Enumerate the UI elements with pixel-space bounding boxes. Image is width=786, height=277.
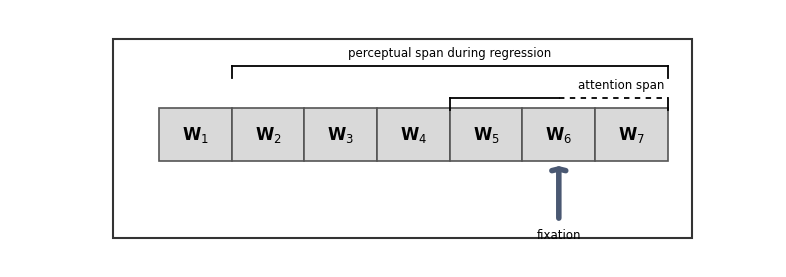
Bar (159, 108, 232, 161)
Text: $\mathbf{W}_{2}$: $\mathbf{W}_{2}$ (255, 125, 281, 145)
Text: $\mathbf{W}_{1}$: $\mathbf{W}_{1}$ (182, 125, 209, 145)
Text: $\mathbf{W}_{7}$: $\mathbf{W}_{7}$ (618, 125, 645, 145)
Bar (450, 108, 523, 161)
Text: perceptual span during regression: perceptual span during regression (348, 47, 552, 60)
Text: $\mathbf{W}_{3}$: $\mathbf{W}_{3}$ (327, 125, 354, 145)
Text: attention span: attention span (578, 79, 665, 92)
Bar (595, 108, 668, 161)
Bar (523, 108, 595, 161)
Text: $\mathbf{W}_{4}$: $\mathbf{W}_{4}$ (400, 125, 427, 145)
Text: $\mathbf{W}_{6}$: $\mathbf{W}_{6}$ (545, 125, 572, 145)
Bar (377, 108, 450, 161)
Text: $\mathbf{W}_{5}$: $\mathbf{W}_{5}$ (472, 125, 500, 145)
Bar (232, 108, 304, 161)
Bar (304, 108, 377, 161)
Text: fixation: fixation (537, 229, 581, 242)
